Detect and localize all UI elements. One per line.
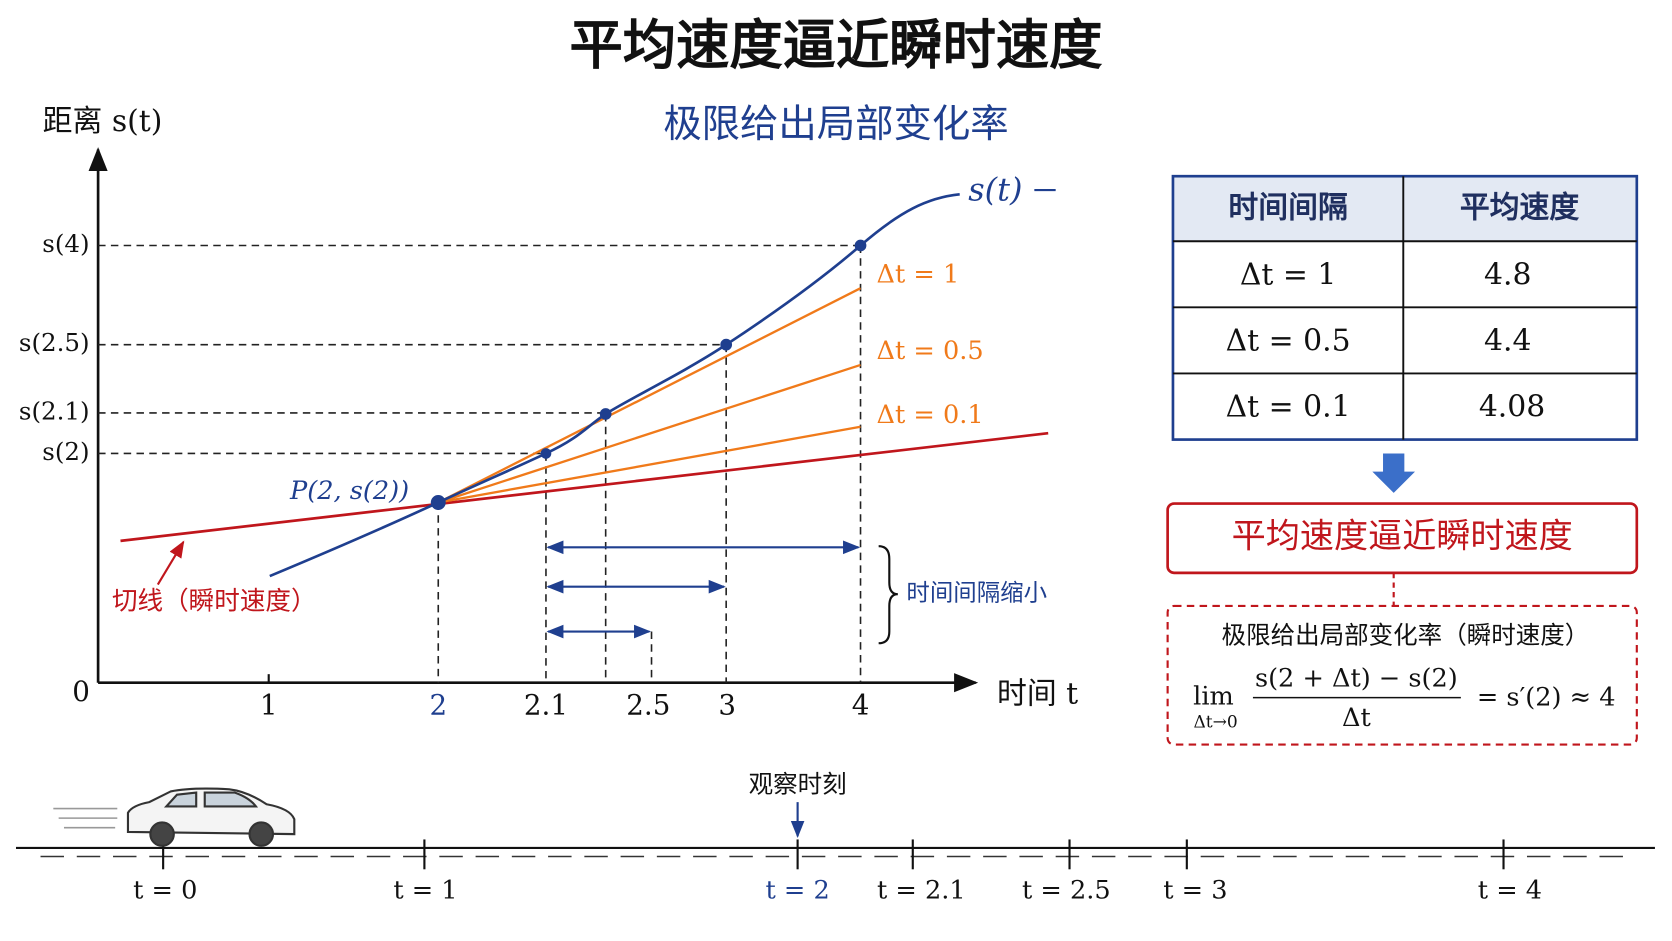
secant: [437, 363, 861, 504]
title: 平均速度逼近瞬时速度: [570, 13, 1104, 76]
car-windows: [163, 791, 259, 808]
secants: [437, 287, 862, 504]
point: [599, 408, 612, 420]
point: [854, 239, 867, 252]
car-wheel: [149, 821, 175, 847]
formula-caption: 极限给出局部变化率（瞬时速度）: [1222, 620, 1590, 649]
table-cell: Δt = 0.1: [1226, 390, 1351, 425]
timeline-labels: t = 0 t = 1 t = 2 t = 2.1 t = 2.5 t = 3 …: [133, 876, 1542, 906]
y-label: s(4): [42, 229, 89, 258]
subtitle: 极限给出局部变化率: [663, 102, 1008, 147]
secant-label: Δt = 0.1: [877, 400, 984, 430]
car: [53, 787, 296, 847]
table-cell: Δt = 1: [1240, 257, 1337, 292]
x-labels: 1 2 2.1 2.5 3 4: [260, 674, 869, 722]
table-header: 平均速度: [1460, 190, 1580, 225]
x-label: 4: [852, 689, 870, 722]
timeline-label: t = 0: [133, 876, 197, 906]
table-cell: 4.4: [1484, 324, 1531, 359]
interval-arrows: [546, 540, 861, 639]
timeline-label: t = 2.5: [1022, 876, 1111, 906]
y-label: s(2.5): [19, 328, 90, 357]
timeline-label: t = 2.1: [877, 876, 966, 906]
car-body: [126, 787, 296, 836]
point: [540, 448, 552, 459]
point-label: P(2, s(2)): [289, 476, 409, 506]
timeline-label: t = 1: [393, 876, 457, 906]
y-label: s(2.1): [19, 396, 90, 425]
table-cell: 4.8: [1484, 257, 1531, 292]
formula-subscript: Δt→0: [1193, 713, 1237, 733]
tangent-pointer: [156, 540, 185, 586]
timeline-label: t = 3: [1163, 876, 1227, 906]
brace: [878, 545, 898, 645]
x-label: 2: [429, 689, 447, 722]
brace-label: 时间间隔缩小: [906, 579, 1047, 607]
table-text: 时间间隔 平均速度 Δt = 1 4.8 Δt = 0.5 4.4 Δt = 0…: [1226, 190, 1580, 424]
formula: lim Δt→0 s(2 + Δt) − s(2) Δt = s′(2) ≈ 4: [1193, 664, 1615, 733]
formula-numerator: s(2 + Δt) − s(2): [1255, 664, 1458, 694]
x-label: 2.5: [626, 689, 670, 722]
down-arrow: [1372, 453, 1416, 493]
formula-lim: lim: [1193, 682, 1234, 712]
x-label: 3: [718, 689, 736, 722]
formula-box: [1166, 604, 1638, 746]
formula-denominator: Δt: [1342, 703, 1371, 733]
tangent-line: [120, 431, 1049, 543]
y-label: s(2): [42, 437, 89, 466]
curve-label: s(t): [968, 171, 1022, 209]
formula-result: = s′(2) ≈ 4: [1477, 683, 1616, 713]
car-wheel: [248, 821, 275, 847]
secant: [437, 287, 862, 504]
table-rules: [1172, 176, 1637, 440]
timeline-label: t = 4: [1478, 876, 1542, 906]
table-header-bg: [1172, 176, 1637, 242]
point: [720, 338, 733, 351]
table-cell: 4.08: [1479, 390, 1545, 425]
y-labels: s(4) s(2.5) s(2.1) s(2): [19, 229, 90, 466]
table: 时间间隔 平均速度 Δt = 1 4.8 Δt = 0.5 4.4 Δt = 0…: [1171, 174, 1639, 441]
conclusion-box: [1166, 502, 1639, 575]
timeline-label: t = 2: [765, 876, 829, 906]
point-p: [430, 495, 446, 510]
x-label: 2.1: [524, 689, 568, 722]
secant-label: Δt = 0.5: [877, 336, 984, 366]
secant-label: Δt = 1: [877, 259, 960, 289]
points: [430, 239, 867, 510]
x-label: 1: [260, 689, 278, 722]
origin: 0: [72, 675, 90, 708]
tangent-label: 切线（瞬时速度）: [112, 587, 317, 617]
x-axis-label: 时间 t: [997, 676, 1078, 711]
secant: [438, 425, 861, 504]
speed-lines: [53, 807, 118, 829]
secant-labels: Δt = 1 Δt = 0.5 Δt = 0.1: [877, 259, 984, 430]
y-axis-label: 距离 s(t): [43, 104, 163, 139]
guides: [98, 244, 862, 683]
table-header: 时间间隔: [1228, 190, 1347, 225]
conclusion: 平均速度逼近瞬时速度: [1232, 517, 1573, 557]
table-cell: Δt = 0.5: [1226, 324, 1351, 359]
marker-label: 观察时刻: [749, 770, 847, 799]
